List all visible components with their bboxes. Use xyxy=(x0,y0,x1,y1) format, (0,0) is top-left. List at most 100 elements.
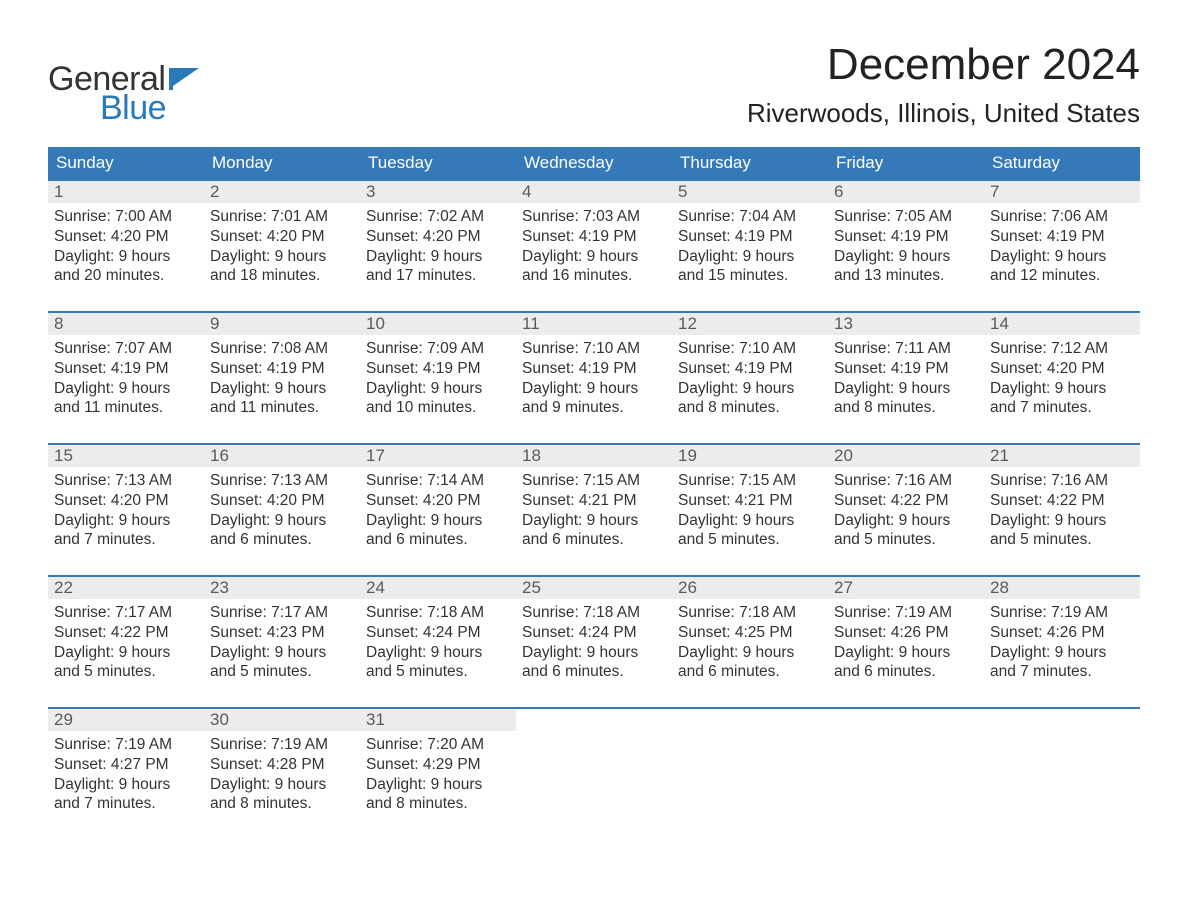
daylight-line: Daylight: 9 hours and 7 minutes. xyxy=(990,379,1134,419)
month-title: December 2024 xyxy=(747,40,1140,90)
day-number: 2 xyxy=(204,181,360,203)
sunset-line: Sunset: 4:19 PM xyxy=(522,227,666,247)
sunset-line: Sunset: 4:20 PM xyxy=(366,227,510,247)
day-body: Sunrise: 7:04 AMSunset: 4:19 PMDaylight:… xyxy=(672,203,828,286)
day-number: 23 xyxy=(204,577,360,599)
dow-cell: Thursday xyxy=(672,147,828,179)
week-row: 29Sunrise: 7:19 AMSunset: 4:27 PMDayligh… xyxy=(48,707,1140,819)
day-number: 4 xyxy=(516,181,672,203)
day-body: Sunrise: 7:17 AMSunset: 4:22 PMDaylight:… xyxy=(48,599,204,682)
daylight-line: Daylight: 9 hours and 6 minutes. xyxy=(834,643,978,683)
sunset-line: Sunset: 4:19 PM xyxy=(366,359,510,379)
day-number: 20 xyxy=(828,445,984,467)
dow-cell: Saturday xyxy=(984,147,1140,179)
sunrise-line: Sunrise: 7:05 AM xyxy=(834,207,978,227)
sunset-line: Sunset: 4:20 PM xyxy=(210,491,354,511)
sunrise-line: Sunrise: 7:02 AM xyxy=(366,207,510,227)
day-body: Sunrise: 7:16 AMSunset: 4:22 PMDaylight:… xyxy=(984,467,1140,550)
sunset-line: Sunset: 4:20 PM xyxy=(54,227,198,247)
daylight-line: Daylight: 9 hours and 5 minutes. xyxy=(366,643,510,683)
day-body: Sunrise: 7:01 AMSunset: 4:20 PMDaylight:… xyxy=(204,203,360,286)
location: Riverwoods, Illinois, United States xyxy=(747,98,1140,129)
day-number: 3 xyxy=(360,181,516,203)
day-body: Sunrise: 7:07 AMSunset: 4:19 PMDaylight:… xyxy=(48,335,204,418)
sunrise-line: Sunrise: 7:17 AM xyxy=(54,603,198,623)
week-row: 15Sunrise: 7:13 AMSunset: 4:20 PMDayligh… xyxy=(48,443,1140,555)
day-cell: 16Sunrise: 7:13 AMSunset: 4:20 PMDayligh… xyxy=(204,445,360,555)
day-number: 29 xyxy=(48,709,204,731)
sunrise-line: Sunrise: 7:19 AM xyxy=(990,603,1134,623)
dow-cell: Monday xyxy=(204,147,360,179)
day-body: Sunrise: 7:00 AMSunset: 4:20 PMDaylight:… xyxy=(48,203,204,286)
sunrise-line: Sunrise: 7:10 AM xyxy=(678,339,822,359)
day-body: Sunrise: 7:11 AMSunset: 4:19 PMDaylight:… xyxy=(828,335,984,418)
sunset-line: Sunset: 4:22 PM xyxy=(54,623,198,643)
day-body: Sunrise: 7:16 AMSunset: 4:22 PMDaylight:… xyxy=(828,467,984,550)
daylight-line: Daylight: 9 hours and 20 minutes. xyxy=(54,247,198,287)
sunset-line: Sunset: 4:28 PM xyxy=(210,755,354,775)
day-cell: 18Sunrise: 7:15 AMSunset: 4:21 PMDayligh… xyxy=(516,445,672,555)
day-body: Sunrise: 7:10 AMSunset: 4:19 PMDaylight:… xyxy=(516,335,672,418)
daylight-line: Daylight: 9 hours and 7 minutes. xyxy=(54,775,198,815)
sunset-line: Sunset: 4:20 PM xyxy=(54,491,198,511)
sunset-line: Sunset: 4:22 PM xyxy=(834,491,978,511)
sunset-line: Sunset: 4:19 PM xyxy=(678,359,822,379)
sunrise-line: Sunrise: 7:15 AM xyxy=(678,471,822,491)
calendar: SundayMondayTuesdayWednesdayThursdayFrid… xyxy=(48,147,1140,819)
day-number: 30 xyxy=(204,709,360,731)
day-number: 15 xyxy=(48,445,204,467)
day-cell xyxy=(828,709,984,819)
day-body: Sunrise: 7:13 AMSunset: 4:20 PMDaylight:… xyxy=(48,467,204,550)
week-row: 22Sunrise: 7:17 AMSunset: 4:22 PMDayligh… xyxy=(48,575,1140,687)
sunset-line: Sunset: 4:19 PM xyxy=(678,227,822,247)
day-number: 28 xyxy=(984,577,1140,599)
day-body: Sunrise: 7:08 AMSunset: 4:19 PMDaylight:… xyxy=(204,335,360,418)
day-number: 8 xyxy=(48,313,204,335)
day-cell: 28Sunrise: 7:19 AMSunset: 4:26 PMDayligh… xyxy=(984,577,1140,687)
sunrise-line: Sunrise: 7:01 AM xyxy=(210,207,354,227)
daylight-line: Daylight: 9 hours and 8 minutes. xyxy=(210,775,354,815)
sunrise-line: Sunrise: 7:19 AM xyxy=(834,603,978,623)
day-cell: 20Sunrise: 7:16 AMSunset: 4:22 PMDayligh… xyxy=(828,445,984,555)
day-cell: 10Sunrise: 7:09 AMSunset: 4:19 PMDayligh… xyxy=(360,313,516,423)
day-body: Sunrise: 7:06 AMSunset: 4:19 PMDaylight:… xyxy=(984,203,1140,286)
sunrise-line: Sunrise: 7:10 AM xyxy=(522,339,666,359)
day-cell: 22Sunrise: 7:17 AMSunset: 4:22 PMDayligh… xyxy=(48,577,204,687)
day-cell: 4Sunrise: 7:03 AMSunset: 4:19 PMDaylight… xyxy=(516,181,672,291)
day-cell: 26Sunrise: 7:18 AMSunset: 4:25 PMDayligh… xyxy=(672,577,828,687)
daylight-line: Daylight: 9 hours and 5 minutes. xyxy=(210,643,354,683)
day-cell: 8Sunrise: 7:07 AMSunset: 4:19 PMDaylight… xyxy=(48,313,204,423)
day-number: 10 xyxy=(360,313,516,335)
sunset-line: Sunset: 4:19 PM xyxy=(990,227,1134,247)
day-number: 12 xyxy=(672,313,828,335)
day-cell: 23Sunrise: 7:17 AMSunset: 4:23 PMDayligh… xyxy=(204,577,360,687)
sunset-line: Sunset: 4:19 PM xyxy=(210,359,354,379)
day-cell: 21Sunrise: 7:16 AMSunset: 4:22 PMDayligh… xyxy=(984,445,1140,555)
sunrise-line: Sunrise: 7:13 AM xyxy=(54,471,198,491)
day-cell: 12Sunrise: 7:10 AMSunset: 4:19 PMDayligh… xyxy=(672,313,828,423)
daylight-line: Daylight: 9 hours and 8 minutes. xyxy=(366,775,510,815)
sunset-line: Sunset: 4:19 PM xyxy=(834,227,978,247)
sunset-line: Sunset: 4:19 PM xyxy=(522,359,666,379)
day-body: Sunrise: 7:09 AMSunset: 4:19 PMDaylight:… xyxy=(360,335,516,418)
days-of-week-row: SundayMondayTuesdayWednesdayThursdayFrid… xyxy=(48,147,1140,179)
day-cell: 7Sunrise: 7:06 AMSunset: 4:19 PMDaylight… xyxy=(984,181,1140,291)
day-body: Sunrise: 7:15 AMSunset: 4:21 PMDaylight:… xyxy=(672,467,828,550)
dow-cell: Tuesday xyxy=(360,147,516,179)
sunrise-line: Sunrise: 7:12 AM xyxy=(990,339,1134,359)
day-cell: 31Sunrise: 7:20 AMSunset: 4:29 PMDayligh… xyxy=(360,709,516,819)
day-number: 16 xyxy=(204,445,360,467)
day-number: 22 xyxy=(48,577,204,599)
day-body: Sunrise: 7:05 AMSunset: 4:19 PMDaylight:… xyxy=(828,203,984,286)
day-body: Sunrise: 7:10 AMSunset: 4:19 PMDaylight:… xyxy=(672,335,828,418)
dow-cell: Friday xyxy=(828,147,984,179)
sunrise-line: Sunrise: 7:08 AM xyxy=(210,339,354,359)
day-cell: 30Sunrise: 7:19 AMSunset: 4:28 PMDayligh… xyxy=(204,709,360,819)
day-number: 9 xyxy=(204,313,360,335)
daylight-line: Daylight: 9 hours and 6 minutes. xyxy=(366,511,510,551)
sunrise-line: Sunrise: 7:06 AM xyxy=(990,207,1134,227)
daylight-line: Daylight: 9 hours and 7 minutes. xyxy=(54,511,198,551)
sunrise-line: Sunrise: 7:16 AM xyxy=(834,471,978,491)
daylight-line: Daylight: 9 hours and 12 minutes. xyxy=(990,247,1134,287)
day-number: 18 xyxy=(516,445,672,467)
